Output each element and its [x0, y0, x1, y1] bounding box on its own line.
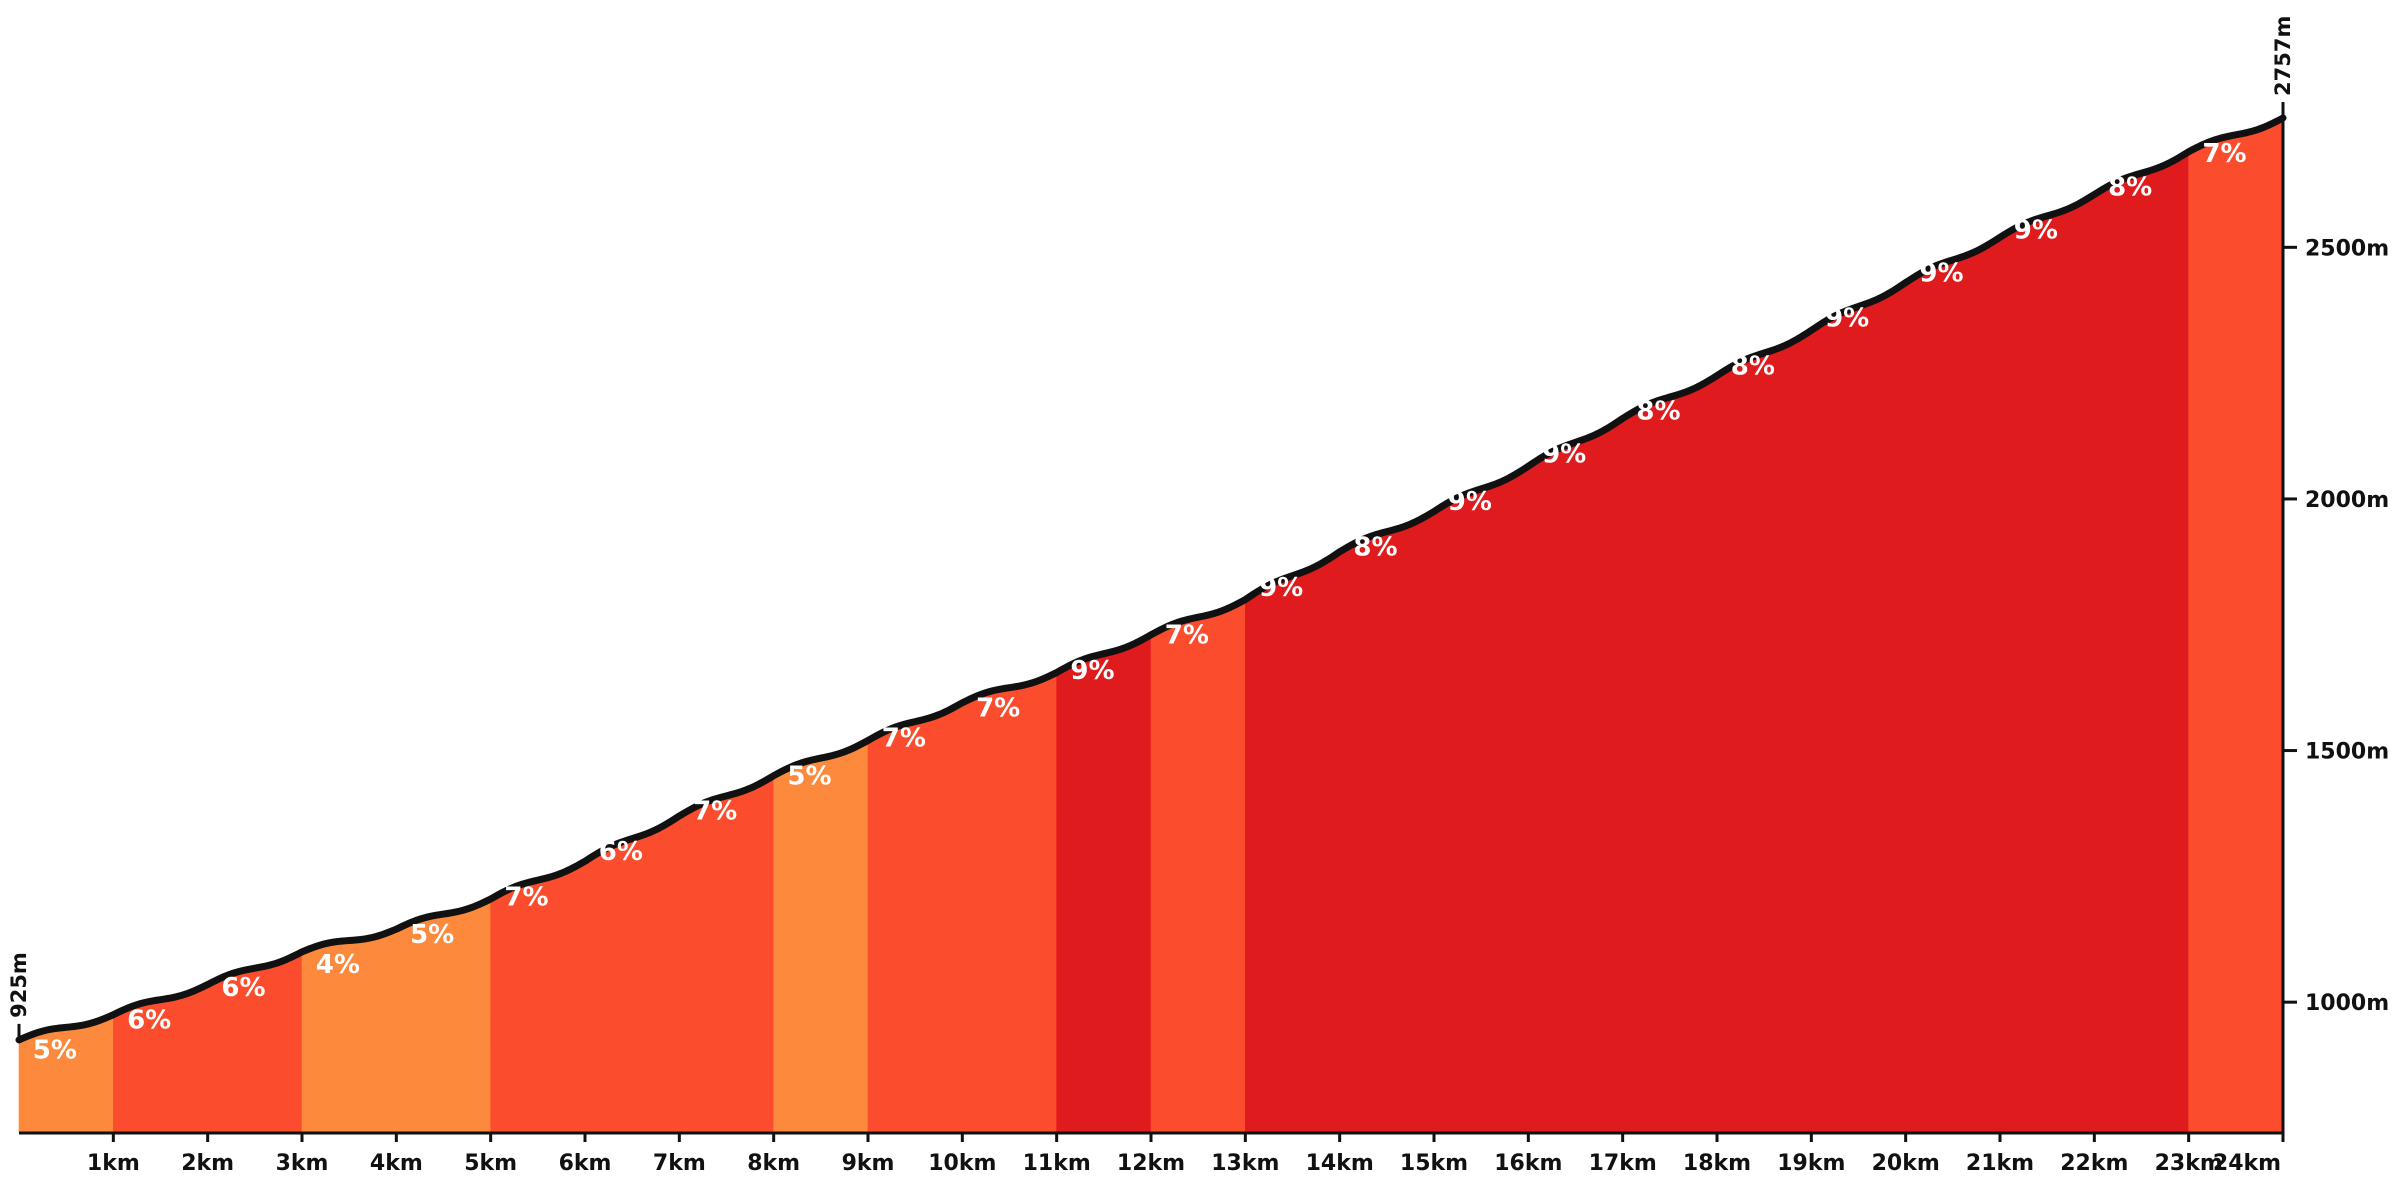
segment-km-20	[1811, 281, 1906, 1134]
x-tick-label-17: 17km	[1589, 1151, 1657, 1176]
gradient-label-km-1: 5%	[33, 1036, 77, 1066]
gradient-label-km-8: 7%	[693, 797, 737, 827]
gradient-label-km-12: 9%	[1070, 656, 1114, 686]
gradient-label-km-7: 6%	[599, 837, 643, 867]
gradient-label-km-19: 8%	[1731, 351, 1775, 381]
gradient-label-km-14: 9%	[1259, 573, 1303, 603]
start-elevation-label: 925m	[7, 952, 31, 1018]
gradient-label-km-5: 5%	[410, 920, 454, 950]
x-tick-label-8: 8km	[747, 1151, 800, 1176]
segment-km-14	[1245, 551, 1340, 1134]
end-elevation-label: 2757m	[2271, 16, 2295, 96]
segment-km-24	[2188, 117, 2284, 1134]
x-tick-label-2: 2km	[181, 1151, 234, 1176]
gradient-label-km-15: 8%	[1353, 533, 1397, 563]
gradient-label-km-3: 6%	[221, 973, 265, 1003]
x-tick-label-3: 3km	[276, 1151, 329, 1176]
x-tick-label-13: 13km	[1211, 1151, 1279, 1176]
x-tick-label-24: 24km	[2213, 1151, 2281, 1176]
x-tick-label-19: 19km	[1777, 1151, 1845, 1176]
y-tick-label-2000: 2000m	[2305, 488, 2389, 513]
gradient-labels: 5% 6% 6% 4% 5% 7% 6% 7% 5% 7% 7% 9% 7% 9% 8% 9% 9% 8% 8% 9%…	[33, 139, 2247, 1066]
x-tick-label-16: 16km	[1494, 1151, 1562, 1176]
segment-km-22	[1999, 193, 2095, 1134]
segment-km-18	[1622, 375, 1718, 1134]
x-tick-label-6: 6km	[559, 1151, 612, 1176]
x-tick-label-23: 23km	[2155, 1151, 2223, 1176]
elevation-profile	[15, 114, 2287, 1044]
profile-line	[15, 114, 2287, 1044]
segment-km-23	[2094, 151, 2189, 1134]
segment-km-21	[1905, 236, 2001, 1134]
x-tick-label-5: 5km	[464, 1151, 517, 1176]
gradient-label-km-17: 9%	[1542, 439, 1586, 469]
x-tick-label-11: 11km	[1023, 1151, 1091, 1176]
segment-km-13	[1150, 599, 1246, 1134]
segment-km-12	[1056, 634, 1152, 1134]
gradient-label-km-13: 7%	[1165, 621, 1209, 651]
segment-km-10	[867, 702, 963, 1134]
x-tick-label-15: 15km	[1400, 1151, 1468, 1176]
gradient-label-km-23: 8%	[2108, 173, 2152, 203]
gradient-label-km-16: 9%	[1448, 487, 1492, 517]
x-tick-label-20: 20km	[1872, 1151, 1940, 1176]
gradient-label-km-24: 7%	[2202, 139, 2246, 169]
gradient-label-km-11: 7%	[976, 694, 1020, 724]
gradient-label-km-10: 7%	[882, 724, 926, 754]
x-tick-label-21: 21km	[1966, 1151, 2034, 1176]
segment-km-9	[773, 739, 869, 1134]
gradient-label-km-6: 7%	[504, 882, 548, 912]
gradient-label-km-18: 8%	[1636, 397, 1680, 427]
elevation-endpoints: 925m 2757m	[7, 16, 2295, 1040]
tick-labels: 1km 2km 3km 4km 5km 6km 7km 8km 9km 10km 11km 12km 1…	[87, 236, 2389, 1176]
segment-km-15	[1339, 510, 1435, 1134]
gradient-label-km-22: 9%	[2014, 215, 2058, 245]
segment-km-17	[1528, 417, 1623, 1134]
segment-km-11	[962, 672, 1057, 1134]
gradient-label-km-4: 4%	[316, 950, 360, 980]
x-tick-label-9: 9km	[842, 1151, 895, 1176]
y-tick-label-1500: 1500m	[2305, 740, 2389, 765]
gradient-label-km-20: 9%	[1825, 304, 1869, 334]
y-tick-label-1000: 1000m	[2305, 991, 2389, 1016]
x-tick-label-10: 10km	[928, 1151, 996, 1176]
x-tick-label-1: 1km	[87, 1151, 140, 1176]
y-tick-label-2500: 2500m	[2305, 236, 2389, 261]
x-tick-label-4: 4km	[370, 1151, 423, 1176]
x-tick-label-22: 22km	[2060, 1151, 2128, 1176]
segment-km-16	[1433, 465, 1529, 1134]
gradient-label-km-21: 9%	[1919, 258, 1963, 288]
gradient-label-km-9: 5%	[787, 761, 831, 791]
segment-km-8	[679, 775, 774, 1134]
gradient-segments	[18, 117, 2284, 1134]
x-tick-label-14: 14km	[1306, 1151, 1374, 1176]
x-tick-label-18: 18km	[1683, 1151, 1751, 1176]
x-tick-label-12: 12km	[1117, 1151, 1185, 1176]
x-tick-label-7: 7km	[653, 1151, 706, 1176]
segment-km-19	[1716, 329, 1812, 1134]
gradient-label-km-2: 6%	[127, 1006, 171, 1036]
